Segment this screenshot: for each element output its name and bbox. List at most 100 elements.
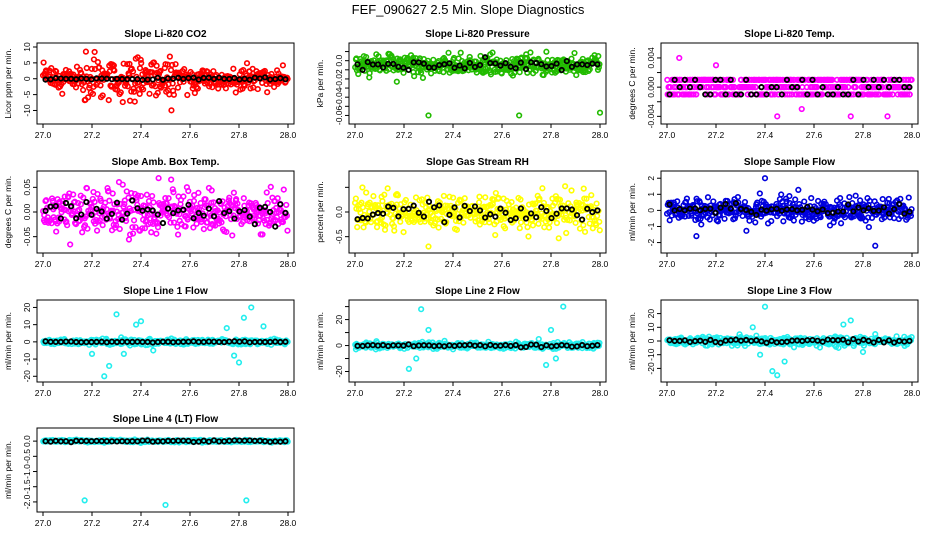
- data-point: [215, 85, 222, 92]
- data-point: [856, 197, 864, 204]
- average-point: [860, 336, 867, 343]
- average-point: [369, 211, 376, 218]
- average-point: [865, 84, 872, 91]
- points-group: [663, 175, 915, 249]
- data-point: [394, 192, 402, 199]
- x-tick-label: 27.6: [806, 130, 823, 140]
- x-tick-label: 27.2: [396, 259, 413, 269]
- average-point: [159, 219, 167, 227]
- average-point: [149, 76, 156, 83]
- data-point: [517, 219, 525, 226]
- average-point: [210, 213, 218, 220]
- data-point: [136, 65, 144, 72]
- average-point: [860, 76, 867, 83]
- average-point: [129, 197, 136, 204]
- average-point: [466, 207, 473, 215]
- data-point: [476, 199, 483, 206]
- data-point: [495, 194, 502, 202]
- outlier-point: [133, 321, 140, 328]
- y-axis-label: degrees C per min.: [3, 176, 13, 248]
- data-point: [88, 65, 95, 72]
- data-point: [905, 194, 912, 201]
- data-point: [529, 222, 537, 229]
- data-point: [706, 216, 713, 223]
- y-tick-label: -1.0: [22, 464, 32, 479]
- average-point: [533, 59, 540, 67]
- average-point: [226, 208, 233, 215]
- outlier-point: [884, 113, 891, 120]
- x-tick-label: 28.0: [904, 388, 921, 398]
- data-point: [273, 214, 281, 221]
- average-point: [159, 76, 167, 83]
- average-point: [778, 91, 785, 98]
- average-point: [666, 91, 673, 98]
- y-tick-label: 10: [22, 320, 32, 330]
- data-point: [710, 76, 717, 83]
- average-point: [277, 201, 284, 208]
- data-point: [837, 203, 844, 210]
- average-point: [558, 66, 565, 74]
- average-point: [568, 63, 576, 70]
- average-point: [379, 64, 387, 71]
- data-point: [139, 225, 146, 232]
- data-point: [596, 218, 603, 225]
- average-point: [839, 208, 847, 215]
- average-point: [405, 66, 412, 74]
- average-point: [686, 84, 694, 91]
- average-point: [395, 213, 402, 220]
- x-tick-label: 27.0: [35, 388, 52, 398]
- average-point: [666, 201, 673, 208]
- average-point: [906, 84, 913, 91]
- x-tick-label: 27.6: [494, 388, 511, 398]
- data-point: [729, 76, 737, 83]
- average-point: [512, 65, 519, 72]
- average-point: [743, 206, 750, 214]
- outlier-point: [835, 344, 842, 351]
- average-point: [722, 91, 729, 98]
- average-point: [533, 341, 540, 348]
- data-point: [769, 91, 776, 98]
- average-point: [707, 336, 714, 343]
- data-point: [666, 217, 673, 224]
- data-point: [210, 199, 217, 206]
- outlier-point: [405, 365, 413, 373]
- average-point: [497, 205, 504, 212]
- average-point: [374, 61, 382, 68]
- data-point: [127, 231, 134, 238]
- average-point: [195, 76, 202, 83]
- data-point: [568, 55, 575, 62]
- data-point: [97, 82, 104, 89]
- panel-title: Slope Line 2 Flow: [435, 286, 520, 297]
- data-point: [868, 76, 875, 83]
- data-point: [476, 193, 483, 200]
- outlier-point: [761, 175, 769, 182]
- average-point: [697, 337, 704, 344]
- outlier-point: [425, 112, 432, 119]
- average-point: [855, 338, 862, 345]
- data-point: [104, 185, 111, 192]
- data-point: [457, 49, 464, 56]
- x-tick-label: 27.2: [708, 130, 725, 140]
- x-tick-label: 27.8: [855, 130, 872, 140]
- average-point: [190, 74, 197, 81]
- y-tick-label: 2: [646, 176, 656, 181]
- y-tick-label: -2.0: [22, 494, 32, 509]
- average-point: [681, 207, 688, 214]
- data-point: [883, 84, 890, 91]
- x-tick-label: 27.2: [396, 388, 413, 398]
- data-point: [150, 199, 157, 206]
- outlier-point: [872, 331, 879, 338]
- y-tick-label: 0.0: [22, 435, 32, 447]
- data-point: [230, 212, 237, 219]
- average-point: [773, 84, 780, 91]
- data-point: [170, 91, 178, 98]
- data-point: [241, 82, 248, 89]
- average-point: [855, 91, 862, 98]
- data-point: [120, 60, 127, 67]
- data-point: [796, 200, 803, 208]
- data-point: [143, 191, 150, 198]
- data-point: [842, 91, 849, 98]
- panel-title: Slope Line 4 (LT) Flow: [113, 414, 219, 425]
- outlier-point: [535, 335, 542, 343]
- outlier-point: [101, 373, 108, 380]
